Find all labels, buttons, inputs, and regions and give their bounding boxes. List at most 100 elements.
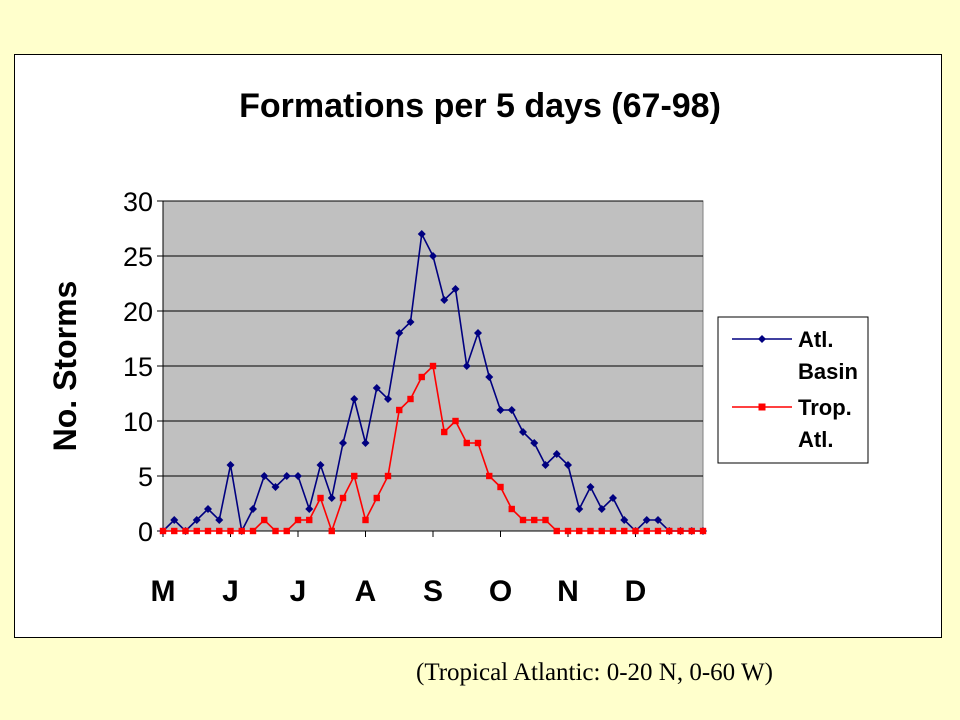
data-point [350,395,359,403]
data-point [271,483,280,491]
data-point [260,472,269,480]
data-point [643,527,650,535]
data-point [642,516,651,524]
data-point [395,329,404,337]
data-point [215,516,224,524]
data-point [621,527,628,535]
data-point [283,527,290,535]
data-point [272,527,279,535]
data-point [372,384,381,392]
data-point [530,439,539,447]
data-point [171,527,178,535]
data-point [553,527,560,535]
data-point [463,439,470,447]
data-point [204,527,212,535]
data-point [306,516,313,524]
data-point [699,527,707,535]
data-point [441,428,448,436]
data-point [192,516,201,524]
series-layer [159,230,707,535]
legend-marker [758,403,766,411]
data-point [609,494,617,502]
data-point [497,483,504,491]
data-point [541,461,550,469]
data-point [474,329,482,337]
data-point [216,527,223,535]
data-point [587,527,594,535]
y-tick-label: 25 [123,242,153,272]
legend-label: Atl. [798,427,833,452]
data-point [462,362,471,370]
y-axis-label: No. Storms [47,281,83,452]
data-point [440,296,449,304]
data-point [361,439,370,447]
data-point [282,472,291,480]
x-tick-label: A [355,575,377,608]
data-point [597,505,606,513]
y-tick-label: 15 [123,352,153,382]
data-point [317,494,324,502]
data-point [316,461,325,469]
data-point [620,516,629,524]
data-point [542,516,549,524]
y-tick-label: 5 [138,462,153,492]
legend-marker [758,335,766,343]
data-point [362,516,369,524]
data-point [688,527,695,535]
data-point [384,472,392,480]
legend-label: Basin [798,359,858,384]
data-point [193,527,200,535]
legend-label: Trop. [798,395,852,420]
data-point [339,439,347,447]
data-point [564,461,572,469]
data-point [373,494,380,502]
data-point [552,450,561,458]
data-point [496,406,505,414]
chart: Formations per 5 days (67-98) No. Storms… [47,87,869,608]
legend-label: Atl. [798,327,833,352]
data-point [519,428,527,436]
data-point [507,406,516,414]
data-point [586,483,595,491]
legend-item: Trop. Atl. [732,395,852,452]
x-tick-label: D [625,575,647,608]
data-point [452,417,459,425]
data-point [666,527,673,535]
data-point [486,472,493,480]
data-point [575,505,584,513]
y-tick-label: 20 [123,297,153,327]
chart-panel: Formations per 5 days (67-98) No. Storms… [14,54,942,638]
data-point [305,505,314,513]
data-point [396,406,403,414]
data-point [417,230,426,238]
y-tick-label: 0 [138,517,153,547]
data-point [294,516,302,524]
y-tick-label: 30 [123,187,153,217]
data-point [407,395,414,403]
axes: 0 5 10 15 20 25 30 M J J A S O N D [123,187,703,608]
data-point [564,527,572,535]
data-point [227,527,234,535]
series-1 [159,362,707,535]
data-point [204,505,212,513]
data-point [170,516,179,524]
data-point [451,285,460,293]
data-point [508,505,515,513]
chart-title: Formations per 5 days (67-98) [239,87,721,125]
data-point [159,527,167,535]
data-point [249,527,257,535]
data-point [294,472,302,480]
data-point [429,252,437,260]
data-point [677,527,684,535]
legend: Atl. Basin Trop. Atl. [717,316,869,464]
data-point [384,395,392,403]
data-point [418,373,425,381]
x-tick-label: S [423,575,443,608]
legend-box [717,316,869,464]
data-point [632,527,639,535]
data-point [406,318,415,326]
data-point [238,527,245,535]
data-point [609,527,617,535]
data-point [261,516,268,524]
legend-item: Atl. Basin [732,327,858,384]
